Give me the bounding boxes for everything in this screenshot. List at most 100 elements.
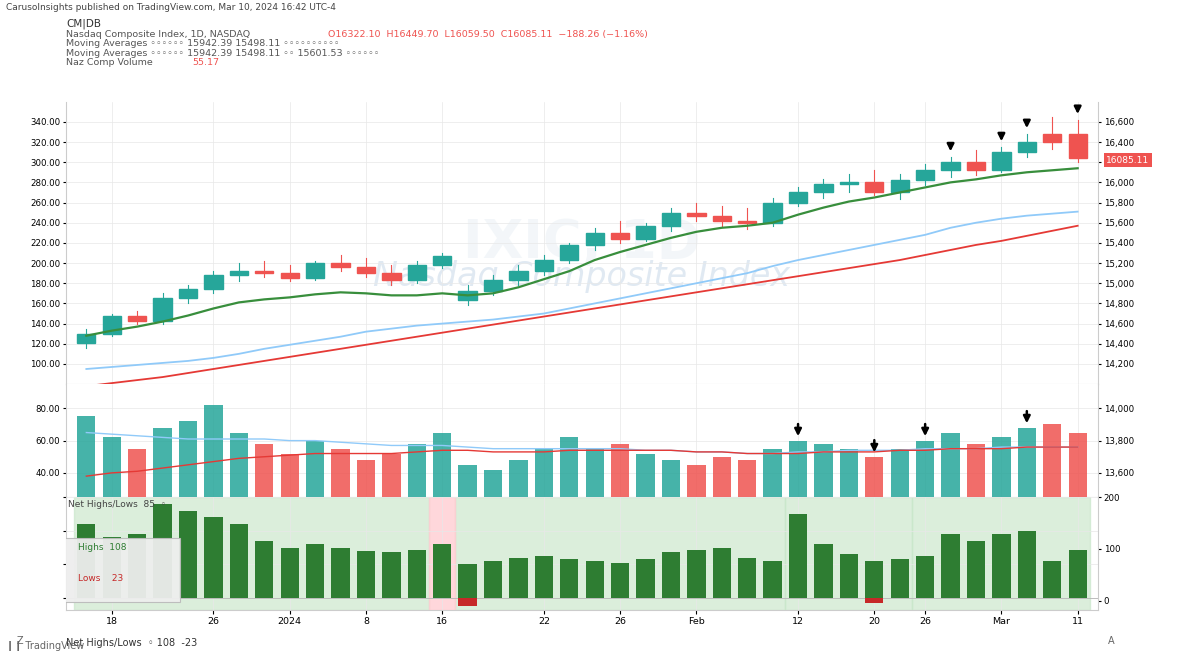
- Bar: [179, 421, 197, 537]
- Bar: [788, 192, 808, 203]
- Text: Moving Averages ◦◦◦◦◦◦ 15942.39 15498.11 ◦◦◦◦◦◦◦◦◦◦: Moving Averages ◦◦◦◦◦◦ 15942.39 15498.11…: [66, 39, 340, 49]
- Bar: [73, 497, 430, 610]
- Bar: [484, 470, 502, 537]
- Bar: [256, 271, 274, 273]
- Bar: [77, 334, 96, 343]
- Bar: [408, 444, 426, 537]
- Bar: [306, 441, 324, 537]
- Bar: [865, 182, 883, 192]
- Bar: [103, 438, 121, 537]
- FancyBboxPatch shape: [61, 538, 180, 602]
- Bar: [890, 180, 908, 192]
- Bar: [77, 524, 96, 598]
- Bar: [713, 457, 731, 537]
- Bar: [433, 256, 451, 265]
- Bar: [484, 561, 502, 598]
- Bar: [128, 316, 146, 321]
- Bar: [1068, 432, 1087, 537]
- Bar: [306, 263, 324, 278]
- Bar: [788, 514, 808, 598]
- Bar: [636, 453, 655, 537]
- Bar: [430, 497, 455, 610]
- Bar: [763, 203, 781, 223]
- Bar: [738, 220, 756, 223]
- Bar: [154, 428, 172, 537]
- Bar: [865, 561, 883, 598]
- Bar: [204, 275, 222, 289]
- Bar: [281, 453, 299, 537]
- Bar: [535, 556, 553, 598]
- Bar: [890, 559, 908, 598]
- Bar: [281, 548, 299, 598]
- Bar: [738, 558, 756, 598]
- Bar: [331, 263, 349, 267]
- Bar: [535, 449, 553, 537]
- Bar: [560, 245, 578, 260]
- Bar: [815, 544, 833, 598]
- Bar: [912, 497, 1091, 610]
- Bar: [586, 233, 604, 245]
- Bar: [967, 444, 985, 537]
- Bar: [840, 182, 858, 184]
- Bar: [103, 316, 121, 334]
- Bar: [509, 460, 528, 537]
- Bar: [815, 444, 833, 537]
- Bar: [356, 267, 376, 273]
- Bar: [967, 541, 985, 598]
- Bar: [458, 291, 476, 300]
- Bar: [763, 449, 781, 537]
- Bar: [331, 449, 349, 537]
- Bar: [179, 289, 197, 298]
- Bar: [458, 564, 476, 598]
- Text: ❙❙ TradingView: ❙❙ TradingView: [6, 641, 84, 651]
- Bar: [1043, 134, 1061, 142]
- Text: 16085.11: 16085.11: [1106, 155, 1150, 165]
- Bar: [331, 548, 349, 598]
- Bar: [204, 405, 222, 537]
- Bar: [458, 598, 476, 606]
- Text: CM|DB: CM|DB: [66, 18, 101, 29]
- Bar: [688, 213, 706, 216]
- Bar: [586, 561, 604, 598]
- Text: CarusoInsights published on TradingView.com, Mar 10, 2024 16:42 UTC-4: CarusoInsights published on TradingView.…: [6, 3, 336, 12]
- Bar: [356, 551, 376, 598]
- Bar: [154, 298, 172, 321]
- Bar: [128, 534, 146, 598]
- Bar: [611, 444, 629, 537]
- Bar: [1018, 142, 1036, 152]
- Bar: [383, 453, 401, 537]
- Bar: [815, 184, 833, 192]
- Bar: [1043, 424, 1061, 537]
- Bar: [890, 449, 908, 537]
- Bar: [128, 449, 146, 537]
- Bar: [1043, 561, 1061, 598]
- Bar: [408, 550, 426, 598]
- Bar: [509, 558, 528, 598]
- Bar: [356, 460, 376, 537]
- Bar: [77, 417, 96, 537]
- Bar: [103, 537, 121, 598]
- Bar: [281, 273, 299, 278]
- Bar: [408, 265, 426, 280]
- Bar: [229, 524, 248, 598]
- Bar: [865, 457, 883, 537]
- Bar: [306, 544, 324, 598]
- Bar: [1068, 550, 1087, 598]
- Bar: [229, 432, 248, 537]
- Bar: [662, 460, 680, 537]
- Text: Moving Averages ◦◦◦◦◦◦ 15942.39 15498.11 ◦◦ 15601.53 ◦◦◦◦◦◦: Moving Averages ◦◦◦◦◦◦ 15942.39 15498.11…: [66, 49, 379, 58]
- Bar: [967, 162, 985, 171]
- Bar: [1068, 134, 1087, 158]
- Bar: [688, 550, 706, 598]
- Bar: [383, 552, 401, 598]
- Bar: [636, 559, 655, 598]
- Text: Naz Comp Volume: Naz Comp Volume: [66, 58, 156, 67]
- Bar: [455, 497, 785, 610]
- Bar: [942, 432, 960, 537]
- Bar: [916, 441, 935, 537]
- Bar: [484, 280, 502, 291]
- Bar: [256, 444, 274, 537]
- Text: Nasdaq Composite Index: Nasdaq Composite Index: [373, 260, 791, 293]
- Bar: [785, 497, 912, 610]
- Bar: [560, 438, 578, 537]
